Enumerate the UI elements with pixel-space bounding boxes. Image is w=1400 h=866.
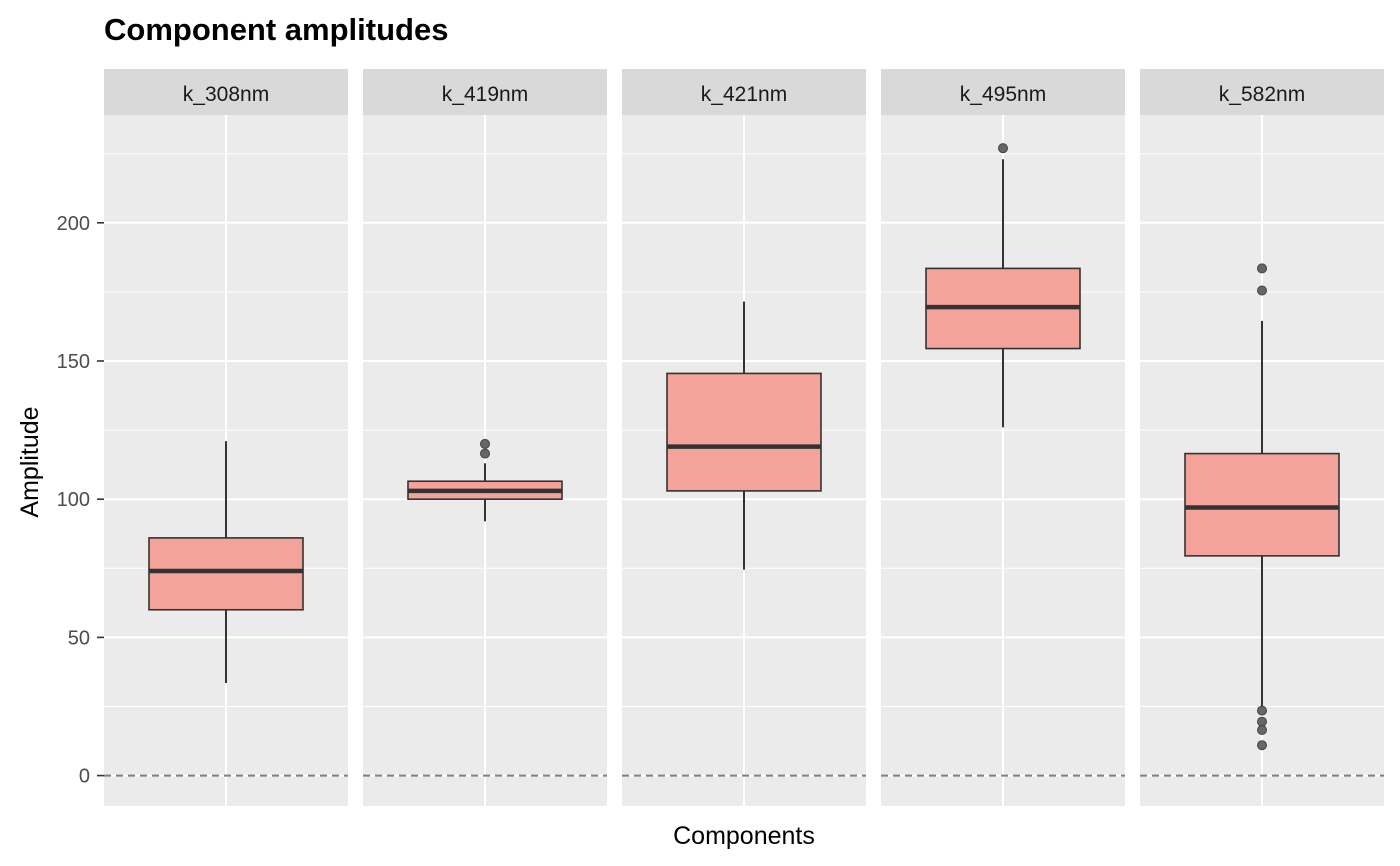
facet-strip-label: k_495nm	[960, 83, 1046, 106]
outlier-point	[1257, 285, 1267, 296]
outlier-point	[1257, 705, 1267, 716]
facet-panels: k_308nm k_419nm k_421nm k_495nm k_582nm	[104, 69, 1384, 806]
facet-strip	[881, 69, 1125, 115]
facet-panel: k_495nm	[881, 69, 1125, 806]
outlier-point	[1257, 263, 1267, 274]
y-axis: 0 50 100 150 200	[57, 213, 104, 788]
facet-strip-label: k_582nm	[1219, 83, 1305, 106]
box	[666, 372, 822, 492]
outlier-point	[1257, 740, 1267, 751]
outlier-point	[480, 448, 490, 459]
y-tick-label: 50	[68, 627, 90, 649]
y-tick-label: 150	[57, 351, 90, 373]
chart-title: Component amplitudes	[104, 12, 448, 47]
outlier-point	[480, 438, 490, 449]
outlier-point	[1257, 716, 1267, 727]
facet-strip	[1140, 69, 1384, 115]
facet-strip-label: k_308nm	[183, 83, 269, 106]
facet-strip	[363, 69, 607, 115]
x-axis-title: Components	[673, 822, 815, 850]
facet-strip	[622, 69, 866, 115]
y-tick-label: 100	[57, 489, 90, 511]
facet-strip-label: k_419nm	[442, 83, 528, 106]
facet-strip	[104, 69, 348, 115]
y-tick-label: 200	[57, 213, 90, 235]
outlier-point	[998, 143, 1008, 154]
outlier-point	[1257, 724, 1267, 735]
y-tick-label: 0	[79, 766, 90, 788]
box	[148, 537, 304, 611]
facet-panel: k_419nm	[363, 69, 607, 806]
y-axis-title: Amplitude	[16, 406, 44, 517]
facet-panel: k_421nm	[622, 69, 866, 806]
box	[1184, 452, 1340, 557]
facet-panel: k_582nm	[1140, 69, 1384, 806]
facet-strip-label: k_421nm	[701, 83, 787, 106]
facet-panel: k_308nm	[104, 69, 348, 806]
